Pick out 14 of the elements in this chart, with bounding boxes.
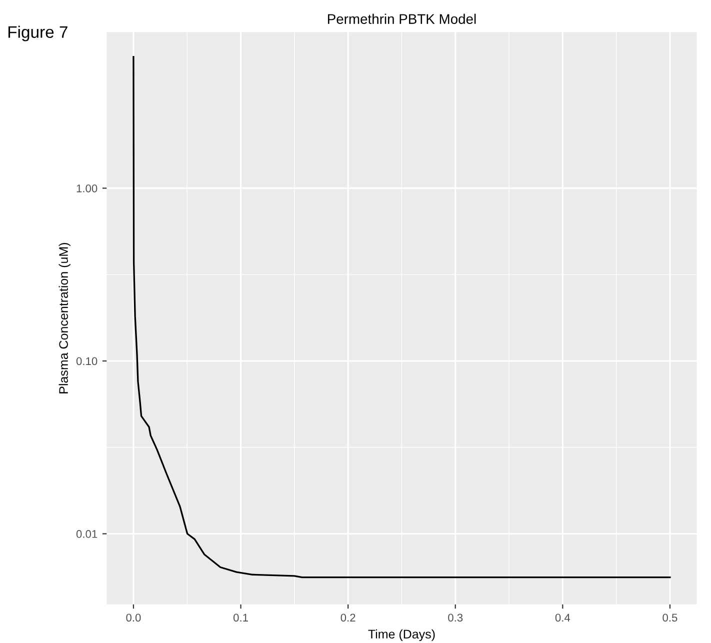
- x-tick-label: 0.1: [233, 614, 248, 622]
- line-series: [132, 56, 671, 578]
- y-tick-label: 1.00: [76, 184, 98, 192]
- y-axis-title: Plasma Concentration (uM): [58, 242, 70, 394]
- x-tick-label: 0.5: [662, 614, 678, 622]
- y-tick-label: 0.10: [76, 357, 98, 366]
- chart-title: Permethrin PBTK Model: [328, 14, 476, 24]
- x-axis-title: Time (Days): [368, 629, 435, 642]
- x-tick-label: 0.4: [555, 614, 570, 622]
- x-tick-label: 0.0: [126, 614, 141, 622]
- x-tick-label: 0.3: [448, 614, 463, 622]
- y-tick-label: 0.01: [76, 530, 98, 538]
- x-tick-label: 0.2: [340, 614, 356, 622]
- caption: Figure 7: [8, 26, 68, 42]
